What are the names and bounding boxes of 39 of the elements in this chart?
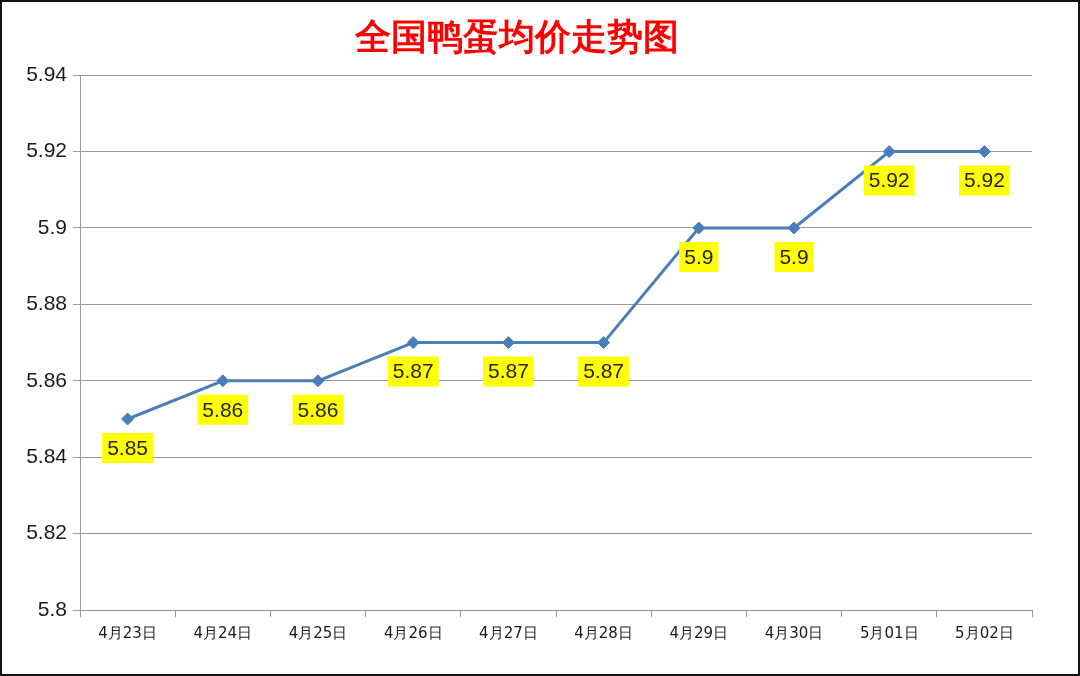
y-tick-label: 5.9 (37, 214, 67, 238)
point (121, 412, 135, 426)
y-tick-label: 5.94 (26, 62, 68, 85)
point (311, 374, 325, 388)
point (597, 336, 611, 350)
point (882, 145, 896, 159)
y-tick-label: 5.8 (37, 596, 67, 620)
data-label: 5.85 (107, 435, 149, 459)
x-tick-label: 5月02日 (955, 623, 1014, 642)
x-tick-label: 4月28日 (574, 623, 633, 642)
point (977, 145, 991, 159)
y-tick-label: 5.86 (26, 367, 67, 391)
chart-title: 全国鸭蛋均价走势图 (354, 15, 679, 57)
point (692, 221, 706, 235)
x-tick-label: 4月26日 (383, 623, 443, 642)
data-label: 5.87 (583, 359, 625, 383)
data-label: 5.9 (779, 244, 809, 268)
x-tick-label: 4月27日 (479, 623, 538, 642)
data-label: 5.87 (487, 359, 529, 383)
x-tick-label: 4月30日 (764, 623, 824, 642)
x-tick-label: 4月23日 (98, 623, 157, 642)
point (216, 374, 230, 388)
x-tick-label: 4月29日 (669, 623, 729, 642)
data-label: 5.87 (392, 359, 434, 383)
x-tick-label: 4月24日 (193, 623, 253, 642)
data-label: 5.86 (297, 397, 339, 421)
point (406, 336, 420, 350)
x-tick-label: 5月01日 (859, 623, 919, 642)
point (787, 221, 801, 235)
data-label: 5.86 (202, 397, 244, 421)
y-tick-label: 5.92 (26, 138, 67, 162)
y-tick-label: 5.88 (26, 291, 67, 315)
data-label: 5.9 (684, 244, 714, 268)
data-label: 5.92 (868, 168, 910, 192)
data-label: 5.92 (963, 168, 1005, 192)
point (501, 336, 515, 350)
y-tick-label: 5.82 (26, 520, 67, 544)
x-tick-label: 4月25日 (288, 623, 348, 642)
y-tick-label: 5.84 (26, 444, 68, 467)
